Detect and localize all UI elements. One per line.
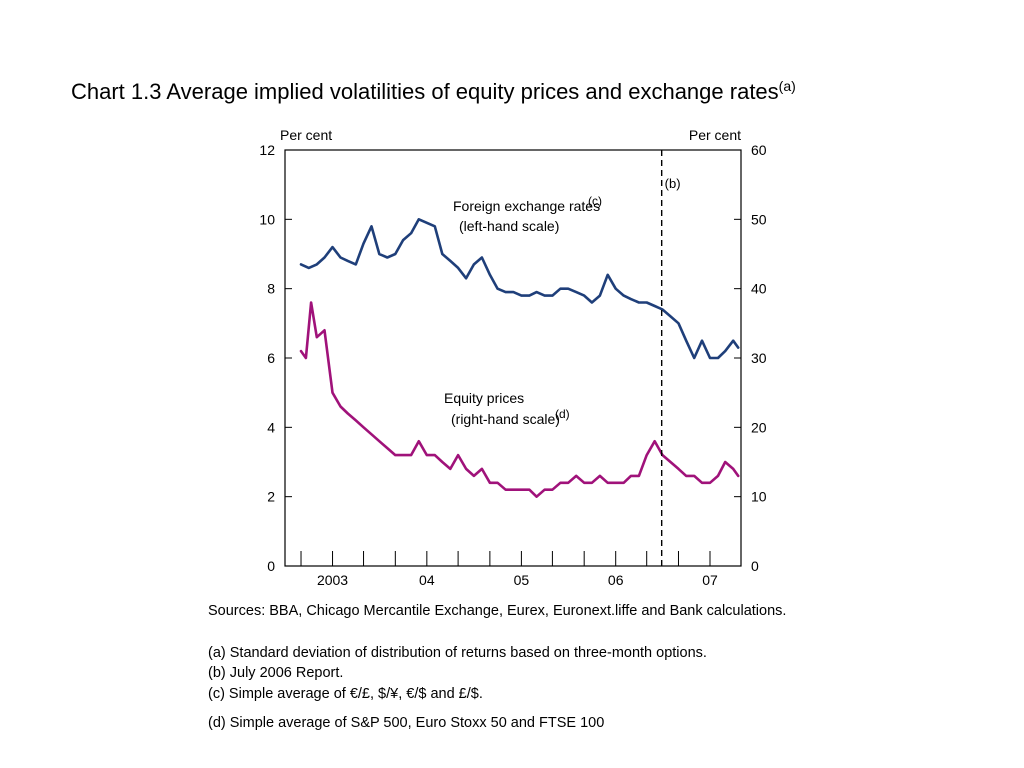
left-axis-tick-label: 4: [267, 419, 275, 435]
right-axis-tick-label: 40: [751, 281, 767, 297]
x-axis-tick-label: 2003: [317, 572, 348, 588]
report-date-label: (b): [665, 176, 681, 191]
right-axis-tick-label: 10: [751, 489, 767, 505]
fx-series-scale-label: (left-hand scale): [459, 218, 559, 234]
chart-title: Chart 1.3 Average implied volatilities o…: [71, 78, 796, 105]
footnote-c: (c) Simple average of €/£, $/¥, €/$ and …: [208, 686, 483, 702]
chart-title-footnote-marker: (a): [778, 78, 796, 94]
equity-volatility-line: [299, 301, 740, 499]
left-axis-tick-label: 8: [267, 281, 275, 297]
chart-title-text: Chart 1.3 Average implied volatilities o…: [71, 79, 779, 104]
fx-series-footnote-marker: (c): [588, 194, 602, 208]
sources-note: Sources: BBA, Chicago Mercantile Exchang…: [208, 603, 787, 619]
left-axis-tick-label: 2: [267, 489, 275, 505]
left-axis-tick-label: 12: [259, 142, 275, 158]
right-axis-tick-label: 0: [751, 558, 759, 574]
footnote-d: (d) Simple average of S&P 500, Euro Stox…: [208, 715, 605, 731]
footnote-a: (a) Standard deviation of distribution o…: [208, 645, 707, 661]
left-axis-tick-label: 0: [267, 558, 275, 574]
equity-series-footnote-marker: (d): [555, 407, 570, 421]
fx-volatility-line: [299, 218, 740, 360]
left-axis-tick-label: 10: [259, 211, 275, 227]
x-axis-tick-label: 04: [419, 572, 435, 588]
right-axis-tick-label: 50: [751, 211, 767, 227]
footnote-b: (b) July 2006 Report.: [208, 665, 344, 681]
x-axis-tick-label: 06: [608, 572, 624, 588]
equity-series-scale-label: (right-hand scale): [451, 411, 560, 427]
right-axis-tick-label: 20: [751, 419, 767, 435]
right-axis-tick-label: 60: [751, 142, 767, 158]
fx-series-label: Foreign exchange rates: [453, 198, 600, 214]
left-axis-tick-label: 6: [267, 350, 275, 366]
x-axis-tick-label: 05: [514, 572, 530, 588]
right-axis-tick-label: 30: [751, 350, 767, 366]
equity-series-label: Equity prices: [444, 390, 524, 406]
left-axis-unit: Per cent: [280, 127, 332, 143]
right-axis-unit: Per cent: [689, 127, 741, 143]
x-axis-tick-label: 07: [702, 572, 718, 588]
